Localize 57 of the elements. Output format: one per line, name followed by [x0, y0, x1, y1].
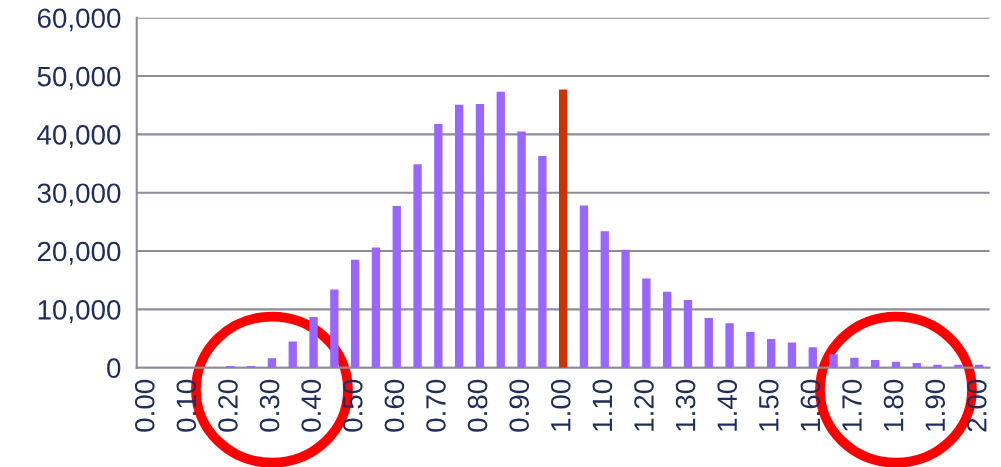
bar [496, 91, 505, 368]
bar [787, 342, 797, 368]
bar [725, 323, 734, 368]
bar [517, 131, 526, 368]
y-tick-label: 0 [107, 358, 121, 379]
x-tick-label: 1.40 [717, 379, 738, 431]
x-tick-label: 0.40 [301, 379, 321, 432]
x-tick-label: 0.10 [176, 379, 197, 432]
x-tick-label: 0.80 [467, 379, 488, 432]
bar [704, 318, 713, 368]
bar [559, 89, 568, 368]
y-tick-label: 10,000 [38, 300, 121, 323]
x-tick-label: 1.30 [675, 379, 696, 431]
bar [683, 300, 693, 368]
bar [538, 155, 547, 368]
x-tick-label: 0.50 [342, 379, 363, 432]
y-tick-label: 40,000 [37, 125, 121, 149]
bar [829, 354, 838, 368]
bar [663, 291, 672, 368]
x-tick-label: 1.80 [883, 379, 904, 431]
bar [350, 259, 360, 368]
x-tick-label: 1.50 [758, 379, 779, 431]
bar [746, 332, 755, 368]
bar [579, 205, 589, 368]
bar [371, 247, 381, 368]
x-tick-label: 1.20 [634, 379, 654, 431]
x-tick-label: 0.20 [218, 379, 238, 432]
x-tick-label: 1.00 [550, 379, 571, 431]
x-tick-label: 0.00 [134, 379, 155, 432]
bar [267, 358, 277, 368]
bar [642, 278, 651, 368]
bar [455, 104, 464, 368]
bar [309, 316, 318, 368]
bar [392, 206, 401, 368]
bar [434, 123, 443, 368]
x-tick-label: 1.60 [800, 379, 821, 431]
bar [600, 231, 609, 368]
bar [621, 249, 630, 368]
x-tick-label: 1.70 [842, 379, 862, 431]
x-tick-label: 2.00 [966, 379, 987, 432]
bar [850, 357, 859, 368]
bar [288, 341, 297, 368]
x-tick-label: 0.70 [426, 379, 446, 432]
x-tick-label: 0.90 [509, 379, 530, 432]
y-tick-label: 30,000 [37, 183, 121, 207]
bar [767, 339, 776, 368]
bar [475, 104, 485, 368]
x-tick-label: 0.30 [259, 379, 280, 432]
y-tick-label: 60,000 [37, 8, 121, 32]
bar [808, 347, 817, 368]
x-tick-label: 1.10 [592, 379, 613, 431]
bar [330, 289, 339, 368]
x-tick-label: 1.90 [925, 379, 946, 431]
y-tick-label: 20,000 [37, 241, 121, 265]
y-tick-label: 50,000 [37, 66, 121, 90]
bar [413, 164, 422, 368]
x-tick-label: 0.60 [384, 379, 405, 432]
